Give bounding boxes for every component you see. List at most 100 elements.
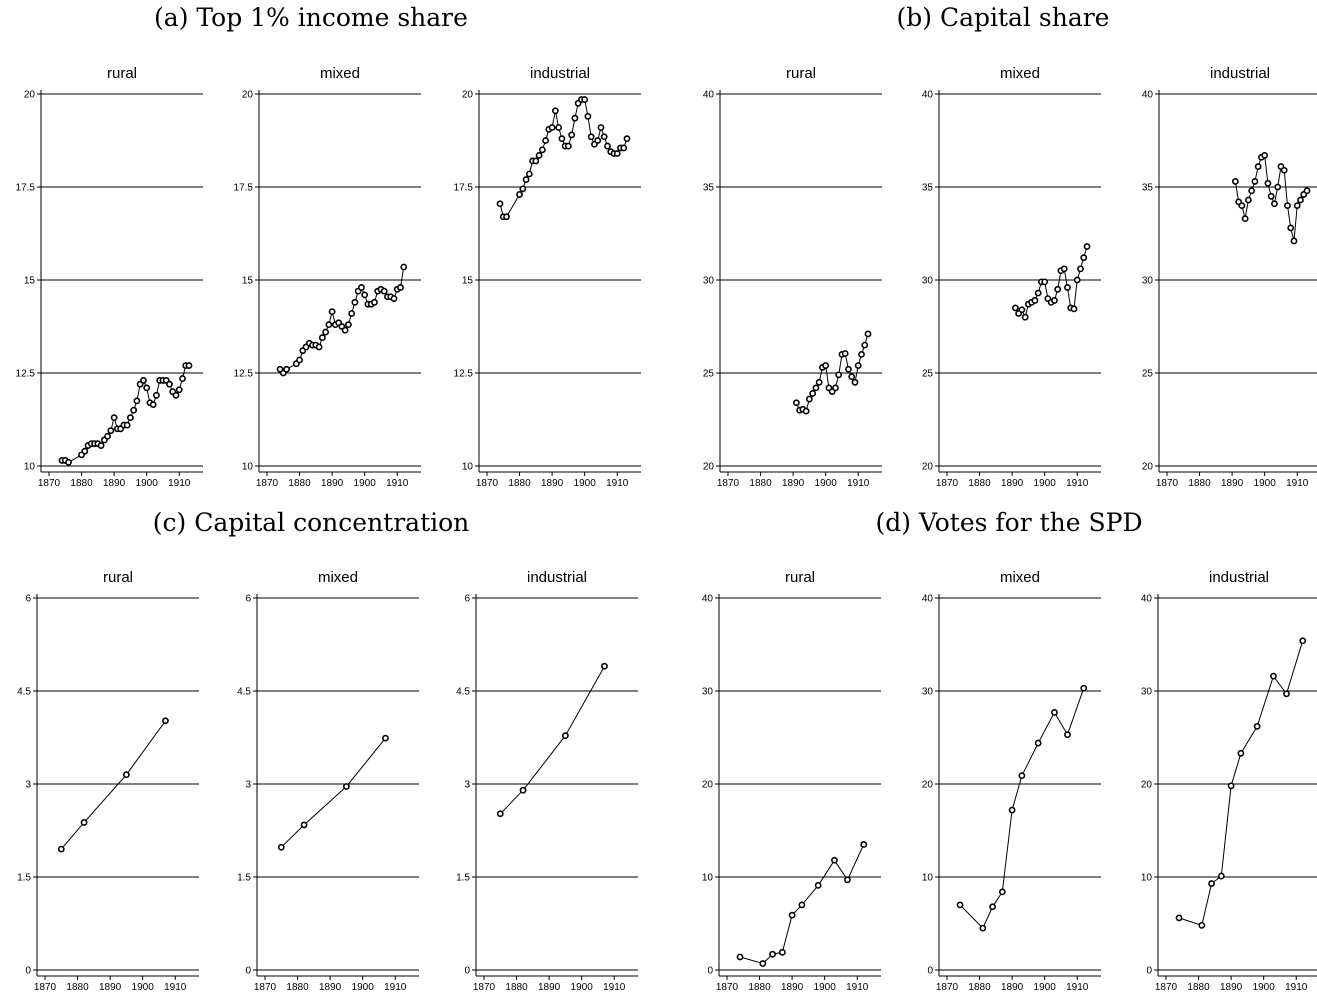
subplot-mixed: mixed 0 1.5 3 4.5 6 1870 1880 1890 1900 1910 bbox=[237, 569, 419, 993]
subplot-title: mixed bbox=[1000, 569, 1040, 586]
panel-3: (c) Capital concentration rural 0 1.5 3 4.5 6 1… bbox=[17, 508, 638, 993]
data-point bbox=[371, 298, 378, 306]
data-point bbox=[601, 662, 608, 670]
y-tick-label: 4.5 bbox=[237, 687, 251, 698]
data-point bbox=[397, 284, 404, 291]
data-point bbox=[133, 397, 141, 405]
data-point bbox=[597, 124, 605, 131]
data-point bbox=[845, 365, 852, 373]
data-point bbox=[1270, 672, 1277, 680]
data-point bbox=[831, 856, 838, 864]
y-tick-label: 20 bbox=[922, 780, 934, 791]
data-point bbox=[854, 362, 862, 369]
y-tick-label: 20 bbox=[702, 780, 714, 791]
y-tick-label: 40 bbox=[702, 594, 714, 605]
y-tick-label: 10 bbox=[922, 873, 934, 884]
y-tick-label: 30 bbox=[922, 276, 934, 287]
subplot-industrial: industrial 0 1.5 3 4.5 6 1870 1880 1890 1900 1910 bbox=[456, 569, 638, 993]
y-tick-label: 0 bbox=[245, 966, 251, 977]
data-point bbox=[525, 170, 533, 178]
panel-2: (b) Capital share rural 20 25 30 35 40 1870 1880… bbox=[703, 3, 1317, 489]
data-point bbox=[1021, 313, 1029, 321]
data-point bbox=[1254, 163, 1262, 170]
data-point bbox=[1018, 772, 1026, 780]
data-point bbox=[792, 399, 800, 407]
y-tick-label: 35 bbox=[703, 183, 715, 194]
data-point bbox=[979, 924, 987, 932]
data-point bbox=[1299, 637, 1307, 645]
data-point bbox=[1031, 297, 1039, 304]
y-tick-label: 20 bbox=[462, 90, 474, 101]
data-point bbox=[1241, 215, 1249, 223]
data-point bbox=[561, 732, 569, 740]
data-point bbox=[1303, 187, 1311, 195]
subplot-title: industrial bbox=[1209, 569, 1269, 586]
subplot-title: industrial bbox=[1210, 65, 1270, 82]
x-tick-label: 1870 bbox=[254, 982, 277, 993]
x-tick-label: 1880 bbox=[968, 478, 991, 489]
data-point bbox=[1051, 708, 1058, 716]
x-tick-label: 1870 bbox=[936, 982, 959, 993]
data-point bbox=[344, 321, 352, 329]
data-point bbox=[300, 821, 308, 829]
y-tick-label: 20 bbox=[922, 462, 934, 473]
data-point bbox=[1271, 200, 1278, 208]
data-point bbox=[1251, 178, 1259, 185]
x-tick-label: 1910 bbox=[1066, 478, 1089, 489]
data-point bbox=[548, 124, 556, 131]
data-point bbox=[844, 876, 851, 884]
data-point bbox=[542, 137, 550, 144]
x-tick-label: 1890 bbox=[1001, 478, 1024, 489]
data-point bbox=[342, 783, 350, 790]
y-tick-label: 6 bbox=[245, 594, 251, 605]
data-point bbox=[835, 371, 843, 379]
x-tick-label: 1910 bbox=[1286, 478, 1309, 489]
x-tick-label: 1870 bbox=[1155, 982, 1178, 993]
x-tick-label: 1880 bbox=[66, 982, 89, 993]
x-tick-label: 1890 bbox=[541, 478, 564, 489]
y-tick-label: 40 bbox=[1141, 594, 1153, 605]
y-tick-label: 1.5 bbox=[237, 873, 251, 884]
data-point bbox=[1083, 243, 1091, 250]
data-point bbox=[322, 328, 330, 336]
data-point bbox=[130, 406, 138, 414]
data-point bbox=[122, 771, 130, 779]
x-tick-label: 1870 bbox=[473, 982, 496, 993]
data-point bbox=[809, 390, 817, 397]
data-point bbox=[179, 375, 186, 382]
subplot-industrial: industrial 20 25 30 35 40 1870 1880 1890 1900 1910 bbox=[1142, 65, 1317, 489]
x-tick-label: 1900 bbox=[352, 982, 375, 993]
y-tick-label: 40 bbox=[703, 90, 715, 101]
x-tick-label: 1870 bbox=[34, 982, 57, 993]
data-point bbox=[841, 350, 849, 357]
y-tick-label: 30 bbox=[1142, 276, 1154, 287]
subplot-rural: rural 0 10 20 30 40 1870 1880 1890 1900 1910 bbox=[702, 569, 881, 993]
data-point bbox=[519, 185, 527, 193]
panel-4: (d) Votes for the SPD rural 0 10 20 30 40 1870 1… bbox=[702, 508, 1317, 993]
data-point bbox=[604, 142, 611, 150]
data-point bbox=[584, 112, 592, 120]
data-point bbox=[380, 287, 388, 295]
x-tick-label: 1870 bbox=[936, 478, 959, 489]
x-tick-label: 1880 bbox=[1187, 982, 1210, 993]
subplot-rural: rural 20 25 30 35 40 1870 1880 1890 1900 1910 bbox=[703, 65, 882, 489]
data-point bbox=[538, 146, 546, 154]
data-point bbox=[1198, 921, 1206, 929]
data-point bbox=[736, 953, 744, 961]
data-point bbox=[65, 458, 72, 466]
x-tick-label: 1880 bbox=[286, 982, 309, 993]
data-point bbox=[623, 135, 631, 143]
x-tick-label: 1880 bbox=[508, 478, 531, 489]
y-tick-label: 20 bbox=[703, 462, 715, 473]
data-point bbox=[175, 386, 183, 394]
data-point bbox=[503, 213, 510, 221]
data-point bbox=[516, 191, 523, 198]
data-point bbox=[1261, 151, 1269, 159]
subplot-title: industrial bbox=[530, 65, 590, 82]
data-point bbox=[1064, 731, 1071, 739]
data-point bbox=[788, 911, 796, 919]
data-point bbox=[1280, 166, 1288, 174]
data-point bbox=[315, 343, 323, 351]
subplot-title: mixed bbox=[320, 65, 360, 82]
